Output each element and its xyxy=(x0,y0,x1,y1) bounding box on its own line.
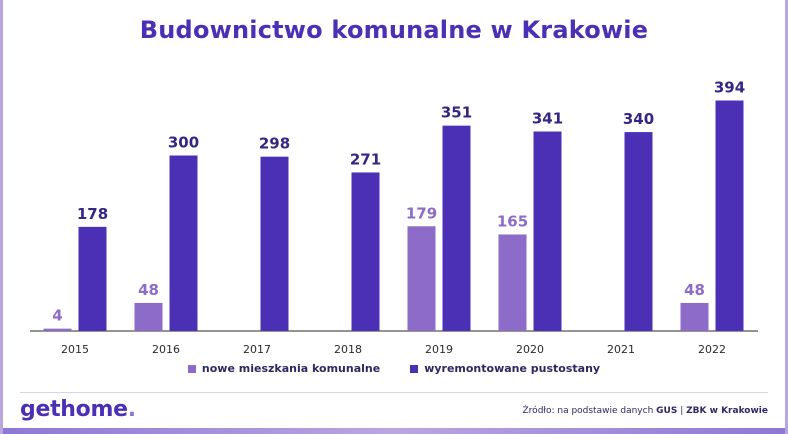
bar-wyremontowane xyxy=(169,155,198,331)
logo-text: gethome xyxy=(20,397,128,422)
bar-wyremontowane xyxy=(533,131,562,331)
data-label: 271 xyxy=(350,150,381,168)
source-prefix: Źródło: na podstawie danych xyxy=(522,406,654,416)
data-label: 394 xyxy=(714,79,745,97)
bar-wyremontowane xyxy=(351,172,380,331)
bar-nowe-mieszkania xyxy=(407,226,436,331)
x-tick-label: 2019 xyxy=(425,343,453,356)
legend-swatch-series-1 xyxy=(187,364,196,373)
bar-nowe-mieszkania xyxy=(43,328,72,331)
data-label: 48 xyxy=(684,281,705,299)
legend-item-nowe-mieszkania: nowe mieszkania komunalne xyxy=(187,362,381,375)
bar-nowe-mieszkania xyxy=(498,234,527,331)
legend-swatch-series-2 xyxy=(410,364,419,373)
data-label: 165 xyxy=(497,212,528,230)
data-label: 300 xyxy=(168,134,199,152)
x-tick-label: 2017 xyxy=(243,343,271,356)
x-tick-label: 2016 xyxy=(152,343,180,356)
data-label: 298 xyxy=(259,135,290,153)
bar-nowe-mieszkania xyxy=(134,302,163,331)
source-gus: GUS xyxy=(656,406,678,416)
data-label: 178 xyxy=(77,205,108,223)
legend-label-series-2: wyremontowane pustostany xyxy=(424,362,601,375)
bar-wyremontowane xyxy=(78,226,107,331)
bar-nowe-mieszkania xyxy=(680,302,709,331)
data-label: 179 xyxy=(406,204,437,222)
chart-title: Budownictwo komunalne w Krakowie xyxy=(139,16,649,44)
bar-wyremontowane xyxy=(624,132,653,331)
data-label: 4 xyxy=(52,307,62,325)
legend-label-series-1: nowe mieszkania komunalne xyxy=(201,362,381,375)
x-tick-label: 2020 xyxy=(516,343,544,356)
bottom-accent-bar xyxy=(3,428,785,434)
source-zbk: ZBK w Krakowie xyxy=(686,406,768,416)
x-tick-label: 2015 xyxy=(61,343,89,356)
source-separator: | xyxy=(680,406,684,416)
bar-wyremontowane xyxy=(442,125,471,331)
logo-dot: . xyxy=(127,397,136,422)
data-label: 340 xyxy=(623,110,654,128)
x-tick-label: 2018 xyxy=(334,343,362,356)
x-tick-label: 2021 xyxy=(607,343,635,356)
footer-divider xyxy=(20,392,768,393)
data-label: 341 xyxy=(532,110,563,128)
bar-wyremontowane xyxy=(715,100,744,331)
bar-wyremontowane xyxy=(260,156,289,331)
legend-item-wyremontowane: wyremontowane pustostany xyxy=(410,362,600,375)
x-tick-label: 2022 xyxy=(698,343,726,356)
legend: nowe mieszkania komunalne wyremontowane … xyxy=(0,362,788,375)
gethome-logo: gethome. xyxy=(20,397,136,422)
data-label: 48 xyxy=(138,281,159,299)
source-note: Źródło: na podstawie danych GUS | ZBK w … xyxy=(523,406,768,416)
data-label: 351 xyxy=(441,104,472,122)
